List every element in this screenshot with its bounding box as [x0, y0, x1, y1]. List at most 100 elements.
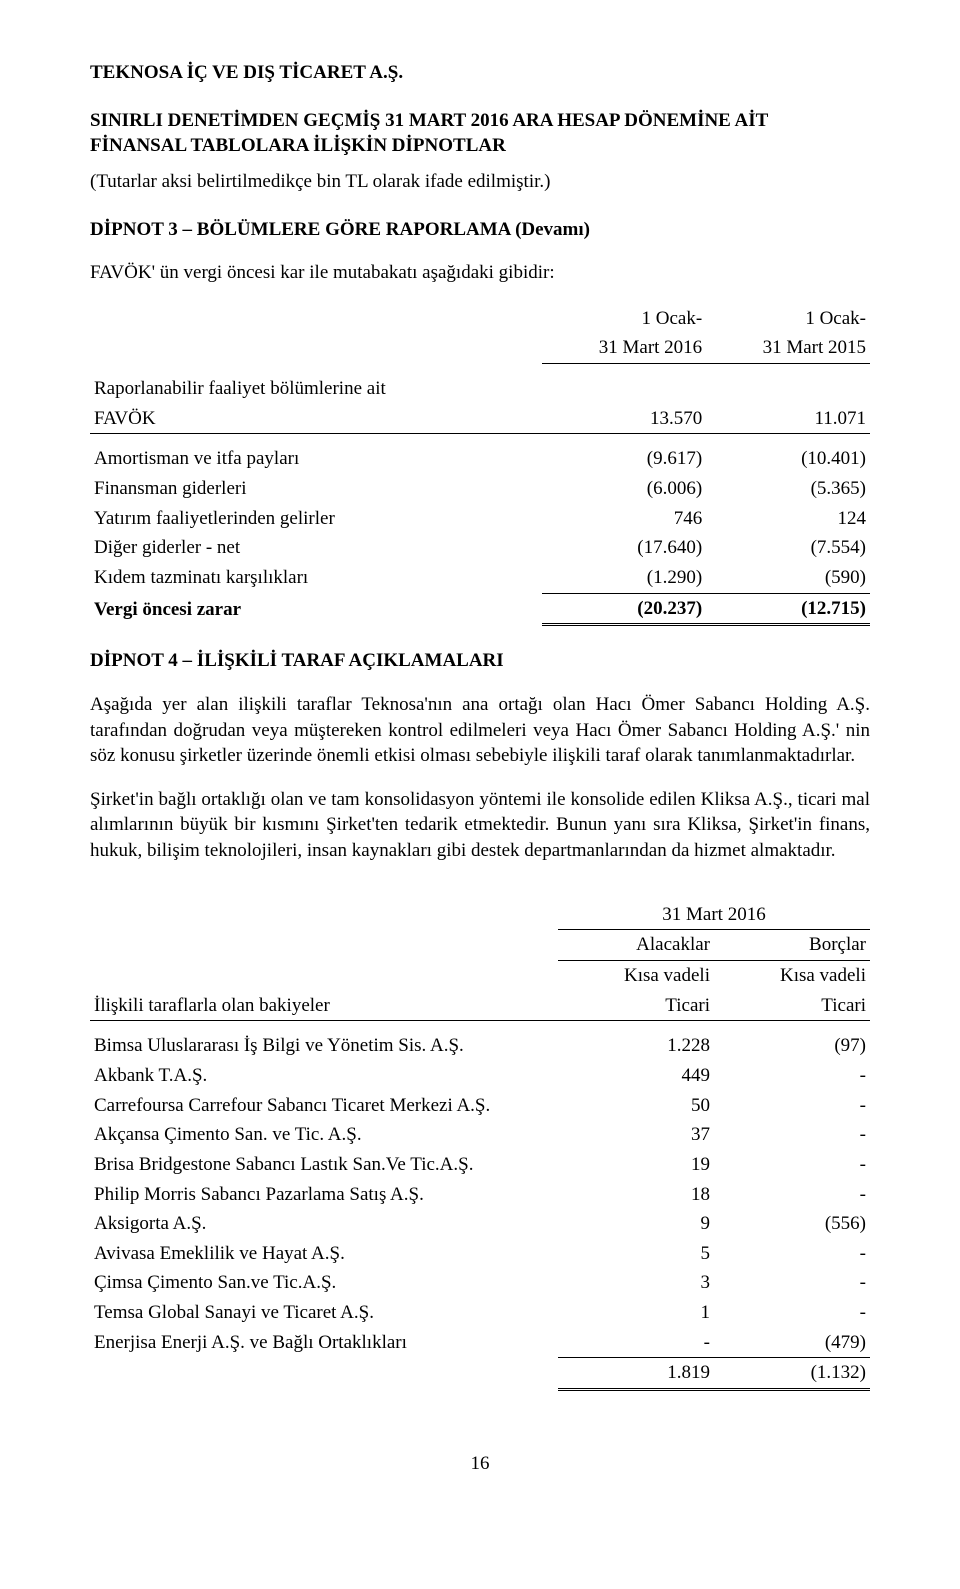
- vergi-v2: (12.715): [706, 593, 870, 625]
- table-row: Brisa Bridgestone Sabancı Lastık San.Ve …: [90, 1150, 870, 1180]
- table-row: Kıdem tazminatı karşılıkları (1.290) (59…: [90, 563, 870, 593]
- table-total-row: 1.819 (1.132): [90, 1358, 870, 1390]
- r2-b: -: [714, 1061, 870, 1091]
- table-row: Akbank T.A.Ş. 449 -: [90, 1061, 870, 1091]
- row-header: İlişkili taraflarla olan bakiyeler: [90, 991, 558, 1021]
- r9-label: Çimsa Çimento San.ve Tic.A.Ş.: [90, 1268, 558, 1298]
- r11-a: -: [558, 1328, 714, 1358]
- kidem-v1: (1.290): [542, 563, 706, 593]
- fin-v2: (5.365): [706, 474, 870, 504]
- r2-label: Akbank T.A.Ş.: [90, 1061, 558, 1091]
- table-row: Carrefoursa Carrefour Sabancı Ticaret Me…: [90, 1091, 870, 1121]
- table-row: Finansman giderleri (6.006) (5.365): [90, 474, 870, 504]
- amort-v2: (10.401): [706, 444, 870, 474]
- r11-b: (479): [714, 1328, 870, 1358]
- r9-a: 3: [558, 1268, 714, 1298]
- r3-b: -: [714, 1091, 870, 1121]
- page-number: 16: [90, 1451, 870, 1477]
- favok-label-line1: Raporlanabilir faaliyet bölümlerine ait: [90, 374, 542, 404]
- r7-a: 9: [558, 1209, 714, 1239]
- r9-b: -: [714, 1268, 870, 1298]
- r7-b: (556): [714, 1209, 870, 1239]
- col2-line1: 1 Ocak-: [706, 304, 870, 334]
- note4-para2: Şirket'in bağlı ortaklığı olan ve tam ko…: [90, 787, 870, 864]
- r6-b: -: [714, 1180, 870, 1210]
- diger-v2: (7.554): [706, 533, 870, 563]
- r5-b: -: [714, 1150, 870, 1180]
- table-header-row: 31 Mart 2016 31 Mart 2015: [90, 333, 870, 363]
- vergi-v1: (20.237): [542, 593, 706, 625]
- favok-v1: 13.570: [542, 404, 706, 434]
- kidem-v2: (590): [706, 563, 870, 593]
- r2-a: 449: [558, 1061, 714, 1091]
- table-header-row: Alacaklar Borçlar: [90, 930, 870, 961]
- table-header-row: İlişkili taraflarla olan bakiyeler Ticar…: [90, 991, 870, 1021]
- report-title: SINIRLI DENETİMDEN GEÇMİŞ 31 MART 2016 A…: [90, 108, 870, 159]
- col-alacaklar: Alacaklar: [558, 930, 714, 961]
- report-title-line2: FİNANSAL TABLOLARA İLİŞKİN DİPNOTLAR: [90, 133, 870, 159]
- vergi-label: Vergi öncesi zarar: [90, 593, 542, 625]
- table-row: Avivasa Emeklilik ve Hayat A.Ş. 5 -: [90, 1239, 870, 1269]
- note4-heading: DİPNOT 4 – İLİŞKİLİ TARAF AÇIKLAMALARI: [90, 648, 870, 674]
- col-ticari-2: Ticari: [714, 991, 870, 1021]
- r1-b: (97): [714, 1031, 870, 1061]
- company-name: TEKNOSA İÇ VE DIŞ TİCARET A.Ş.: [90, 60, 870, 86]
- col-kisa-2: Kısa vadeli: [714, 961, 870, 991]
- table-header-row: Kısa vadeli Kısa vadeli: [90, 961, 870, 991]
- yatirim-v2: 124: [706, 504, 870, 534]
- table-row: Yatırım faaliyetlerinden gelirler 746 12…: [90, 504, 870, 534]
- date-header: 31 Mart 2016: [558, 900, 870, 930]
- r10-a: 1: [558, 1298, 714, 1328]
- r10-label: Temsa Global Sanayi ve Ticaret A.Ş.: [90, 1298, 558, 1328]
- table-row: Raporlanabilir faaliyet bölümlerine ait: [90, 374, 870, 404]
- col-kisa-1: Kısa vadeli: [558, 961, 714, 991]
- yatirim-v1: 746: [542, 504, 706, 534]
- table-row: Philip Morris Sabancı Pazarlama Satış A.…: [90, 1180, 870, 1210]
- r8-a: 5: [558, 1239, 714, 1269]
- table-row: Bimsa Uluslararası İş Bilgi ve Yönetim S…: [90, 1031, 870, 1061]
- note4-table: 31 Mart 2016 Alacaklar Borçlar Kısa vade…: [90, 900, 870, 1391]
- table-row: Akçansa Çimento San. ve Tic. A.Ş. 37 -: [90, 1120, 870, 1150]
- col-ticari-1: Ticari: [558, 991, 714, 1021]
- table-row: Diğer giderler - net (17.640) (7.554): [90, 533, 870, 563]
- note3-heading: DİPNOT 3 – BÖLÜMLERE GÖRE RAPORLAMA (Dev…: [90, 217, 870, 243]
- r8-b: -: [714, 1239, 870, 1269]
- fin-v1: (6.006): [542, 474, 706, 504]
- col2-line2: 31 Mart 2015: [706, 333, 870, 363]
- note4-para1: Aşağıda yer alan ilişkili taraflar Tekno…: [90, 692, 870, 769]
- table-row: Çimsa Çimento San.ve Tic.A.Ş. 3 -: [90, 1268, 870, 1298]
- total-b: (1.132): [714, 1358, 870, 1390]
- r4-b: -: [714, 1120, 870, 1150]
- r5-a: 19: [558, 1150, 714, 1180]
- col-borclar: Borçlar: [714, 930, 870, 961]
- r10-b: -: [714, 1298, 870, 1328]
- table-row: Amortisman ve itfa payları (9.617) (10.4…: [90, 444, 870, 474]
- r1-a: 1.228: [558, 1031, 714, 1061]
- r3-a: 50: [558, 1091, 714, 1121]
- r7-label: Aksigorta A.Ş.: [90, 1209, 558, 1239]
- table-header-row: 1 Ocak- 1 Ocak-: [90, 304, 870, 334]
- r4-label: Akçansa Çimento San. ve Tic. A.Ş.: [90, 1120, 558, 1150]
- table-row: FAVÖK 13.570 11.071: [90, 404, 870, 434]
- table-total-row: Vergi öncesi zarar (20.237) (12.715): [90, 593, 870, 625]
- r4-a: 37: [558, 1120, 714, 1150]
- total-a: 1.819: [558, 1358, 714, 1390]
- amort-v1: (9.617): [542, 444, 706, 474]
- diger-label: Diğer giderler - net: [90, 533, 542, 563]
- col1-line1: 1 Ocak-: [542, 304, 706, 334]
- r6-a: 18: [558, 1180, 714, 1210]
- table-row: Enerjisa Enerji A.Ş. ve Bağlı Ortaklıkla…: [90, 1328, 870, 1358]
- table-row: Temsa Global Sanayi ve Ticaret A.Ş. 1 -: [90, 1298, 870, 1328]
- favok-v2: 11.071: [706, 404, 870, 434]
- r8-label: Avivasa Emeklilik ve Hayat A.Ş.: [90, 1239, 558, 1269]
- kidem-label: Kıdem tazminatı karşılıkları: [90, 563, 542, 593]
- r5-label: Brisa Bridgestone Sabancı Lastık San.Ve …: [90, 1150, 558, 1180]
- r11-label: Enerjisa Enerji A.Ş. ve Bağlı Ortaklıkla…: [90, 1328, 558, 1358]
- r6-label: Philip Morris Sabancı Pazarlama Satış A.…: [90, 1180, 558, 1210]
- r3-label: Carrefoursa Carrefour Sabancı Ticaret Me…: [90, 1091, 558, 1121]
- diger-v1: (17.640): [542, 533, 706, 563]
- fin-label: Finansman giderleri: [90, 474, 542, 504]
- yatirim-label: Yatırım faaliyetlerinden gelirler: [90, 504, 542, 534]
- col1-line2: 31 Mart 2016: [542, 333, 706, 363]
- note3-intro: FAVÖK' ün vergi öncesi kar ile mutabakat…: [90, 260, 870, 286]
